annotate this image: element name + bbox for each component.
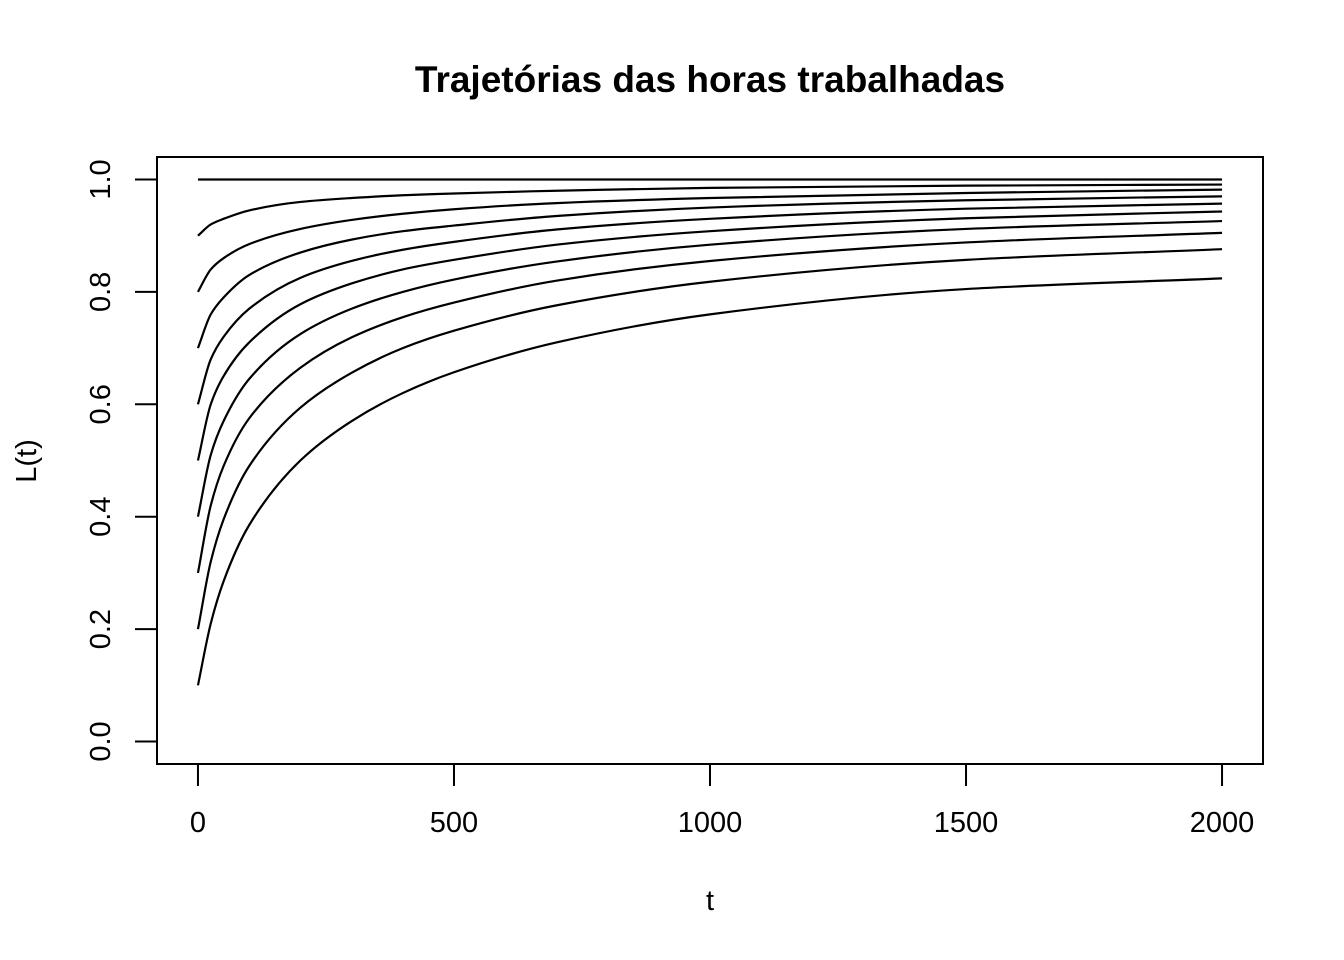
y-tick-label: 0.2 xyxy=(85,609,117,649)
x-tick-label: 500 xyxy=(430,807,478,839)
y-axis: 0.0 0.2 0.4 0.6 0.8 1.0 xyxy=(85,159,158,762)
series-group xyxy=(196,178,1223,686)
plot-frame xyxy=(156,156,1264,765)
y-tick-label: 0.6 xyxy=(85,384,117,424)
series-line-4 xyxy=(196,195,1223,349)
y-tick-label: 1.0 xyxy=(85,159,117,199)
y-axis-label: L(t) xyxy=(11,439,43,483)
series-line-7 xyxy=(196,219,1223,517)
x-tick-label: 1500 xyxy=(934,807,999,839)
series-line-8 xyxy=(196,231,1223,574)
series-line-9 xyxy=(196,248,1223,630)
y-tick-label: 0.0 xyxy=(85,721,117,761)
y-tick-label: 0.4 xyxy=(85,497,117,537)
x-tick-label: 2000 xyxy=(1190,807,1255,839)
y-tick-label: 0.8 xyxy=(85,272,117,312)
series-line-5 xyxy=(196,202,1223,405)
x-axis: 0 500 1000 1500 2000 xyxy=(190,763,1255,839)
series-line-2 xyxy=(197,183,1223,237)
series-line-3 xyxy=(197,188,1223,293)
series-line-10 xyxy=(196,277,1223,686)
chart-title: Trajetórias das horas trabalhadas xyxy=(415,59,1005,100)
series-line-6 xyxy=(196,210,1223,461)
x-tick-label: 0 xyxy=(190,807,206,839)
x-axis-label: t xyxy=(706,885,714,917)
x-tick-label: 1000 xyxy=(678,807,743,839)
